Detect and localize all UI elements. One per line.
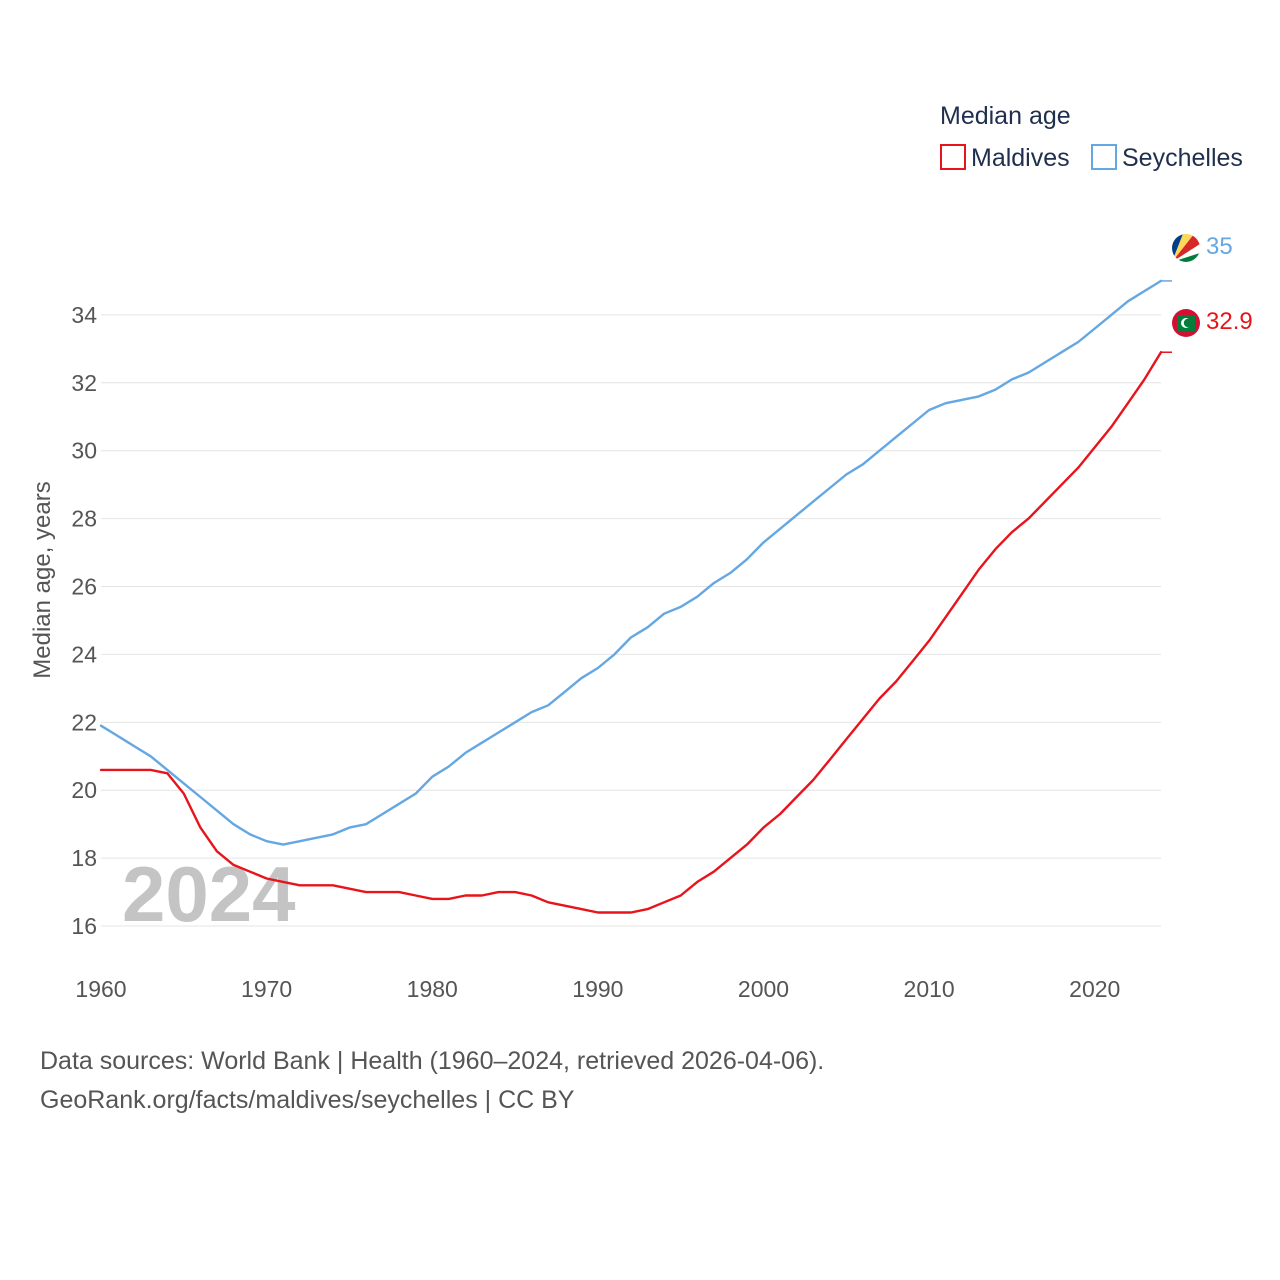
- y-tick-label-24: 24: [71, 641, 97, 667]
- legend-swatch-seychelles: [1091, 144, 1117, 170]
- legend-label-seychelles: Seychelles: [1122, 144, 1243, 172]
- y-tick-label-26: 26: [71, 574, 97, 600]
- x-tick-label-2000: 2000: [738, 976, 789, 1002]
- legend: Median age Maldives Seychelles: [940, 102, 1243, 172]
- y-tick-label-30: 30: [71, 438, 97, 464]
- maldives-flag-icon: [1172, 309, 1200, 337]
- y-axis-ticks: 16 18 20 22 24 26 28 30 32 34: [71, 302, 97, 939]
- y-tick-label-18: 18: [71, 845, 97, 871]
- x-tick-label-1990: 1990: [572, 976, 623, 1002]
- series-line-seychelles: [99, 279, 1163, 846]
- x-axis-ticks: 1960 1970 1980 1990 2000 2010 2020: [75, 976, 1120, 1002]
- legend-item-maldives[interactable]: Maldives: [940, 144, 1070, 172]
- license-line: GeoRank.org/facts/maldives/seychelles | …: [40, 1086, 575, 1114]
- legend-swatch-maldives: [940, 144, 966, 170]
- end-label-maldives: 32.9: [1206, 308, 1253, 335]
- x-tick-label-2010: 2010: [904, 976, 955, 1002]
- year-overlay: 2024: [122, 850, 296, 938]
- y-tick-label-34: 34: [71, 302, 97, 328]
- legend-label-maldives: Maldives: [971, 144, 1070, 172]
- end-label-seychelles: 35: [1206, 233, 1233, 260]
- seychelles-flag-icon: [1172, 234, 1200, 262]
- series-line-maldives: [99, 351, 1163, 914]
- source-line: Data sources: World Bank | Health (1960–…: [40, 1047, 824, 1075]
- legend-item-seychelles[interactable]: Seychelles: [1091, 144, 1243, 172]
- x-tick-label-1980: 1980: [407, 976, 458, 1002]
- series: [99, 279, 1172, 914]
- y-tick-label-22: 22: [71, 709, 97, 735]
- x-tick-label-1970: 1970: [241, 976, 292, 1002]
- grid: [101, 314, 1161, 927]
- y-tick-label-32: 32: [71, 370, 97, 396]
- y-tick-label-28: 28: [71, 506, 97, 532]
- x-tick-label-2020: 2020: [1069, 976, 1120, 1002]
- y-tick-label-20: 20: [71, 777, 97, 803]
- y-axis-title: Median age, years: [29, 481, 56, 678]
- legend-title: Median age: [940, 102, 1071, 130]
- x-tick-label-1960: 1960: [75, 976, 126, 1002]
- y-tick-label-16: 16: [71, 913, 97, 939]
